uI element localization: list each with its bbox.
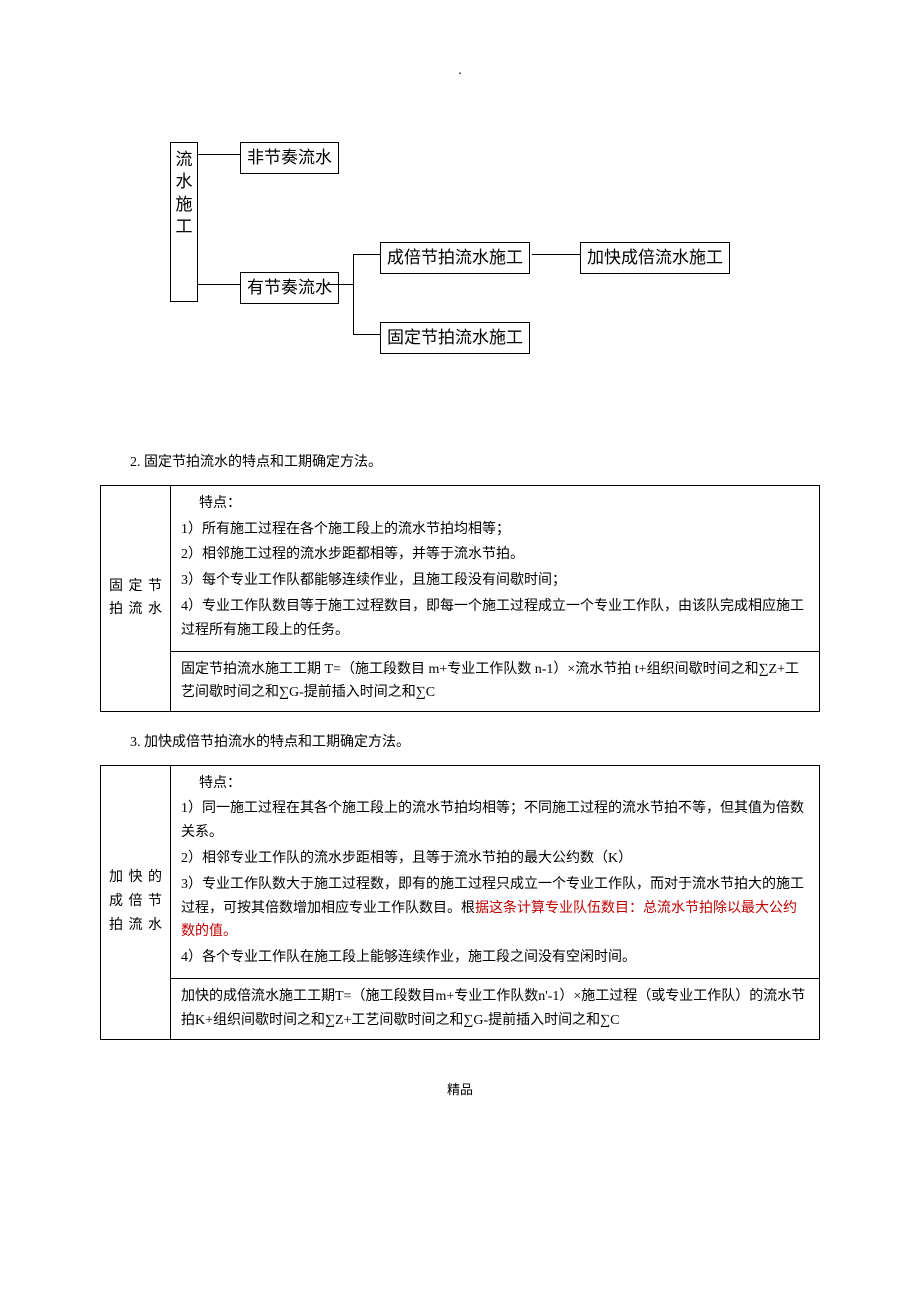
section2-p1: 1）所有施工过程在各个施工段上的流水节拍均相等； [181, 518, 809, 542]
section3-p3: 3）专业工作队数大于施工过程数，即有的施工过程只成立一个专业工作队，而对于流水节… [181, 873, 809, 944]
node-fixed-beat: 固定节拍流水施工 [380, 322, 530, 354]
section3-formula-cell: 加快的成倍流水施工工期T=（施工段数目m+专业工作队数n'-1）×施工过程（或专… [171, 978, 820, 1039]
section3-label-cell: 加快的成倍节拍流水 [101, 765, 171, 1039]
edge-to-multi [353, 254, 380, 255]
section2-formula-cell: 固定节拍流水施工工期 T=（施工段数目 m+专业工作队数 n-1）×流水节拍 t… [171, 651, 820, 712]
section3-points-header: 特点： [181, 772, 809, 796]
section3-p1: 1）同一施工过程在其各个施工段上的流水节拍均相等；不同施工过程的流水节拍不等，但… [181, 797, 809, 845]
edge-multi-speedup [532, 254, 580, 255]
section2-points-header: 特点： [181, 492, 809, 516]
edge-branch2-stub [328, 284, 353, 285]
section2-table: 固定节拍流水 特点： 1）所有施工过程在各个施工段上的流水节拍均相等； 2）相邻… [100, 485, 820, 712]
edge-to-fixed [353, 334, 380, 335]
section3-table: 加快的成倍节拍流水 特点： 1）同一施工过程在其各个施工段上的流水节拍均相等；不… [100, 765, 820, 1040]
section2-heading: 2. 固定节拍流水的特点和工期确定方法。 [130, 452, 820, 474]
section2-p2: 2）相邻施工过程的流水步距都相等，并等于流水节拍。 [181, 543, 809, 567]
page-dot-marker: . [100, 60, 820, 82]
section2-p4: 4）专业工作队数目等于施工过程数目，即每一个施工过程成立一个专业工作队，由该队完… [181, 595, 809, 643]
section3-heading: 3. 加快成倍节拍流水的特点和工期确定方法。 [130, 732, 820, 754]
flowchart-diagram: 流水施工 非节奏流水 有节奏流水 成倍节拍流水施工 固定节拍流水施工 加快成倍流… [130, 132, 790, 392]
node-rhythm: 有节奏流水 [240, 272, 339, 304]
node-speedup: 加快成倍流水施工 [580, 242, 730, 274]
section2-points-cell: 特点： 1）所有施工过程在各个施工段上的流水节拍均相等； 2）相邻施工过程的流水… [171, 485, 820, 651]
section3-p4: 4）各个专业工作队在施工段上能够连续作业，施工段之间没有空闲时间。 [181, 946, 809, 970]
edge-root-branch2 [198, 284, 240, 285]
section3-p2: 2）相邻专业工作队的流水步距相等，且等于流水节拍的最大公约数（K） [181, 847, 809, 871]
section2-label-cell: 固定节拍流水 [101, 485, 171, 711]
edge-rhythm-vsplit [353, 254, 354, 334]
edge-root-branch1 [198, 154, 240, 155]
node-multi-beat: 成倍节拍流水施工 [380, 242, 530, 274]
section2-p3: 3）每个专业工作队都能够连续作业，且施工段没有间歇时间； [181, 569, 809, 593]
page-footer: 精品 [100, 1080, 820, 1101]
node-root: 流水施工 [170, 142, 198, 302]
node-non-rhythm: 非节奏流水 [240, 142, 339, 174]
section3-points-cell: 特点： 1）同一施工过程在其各个施工段上的流水节拍均相等；不同施工过程的流水节拍… [171, 765, 820, 978]
